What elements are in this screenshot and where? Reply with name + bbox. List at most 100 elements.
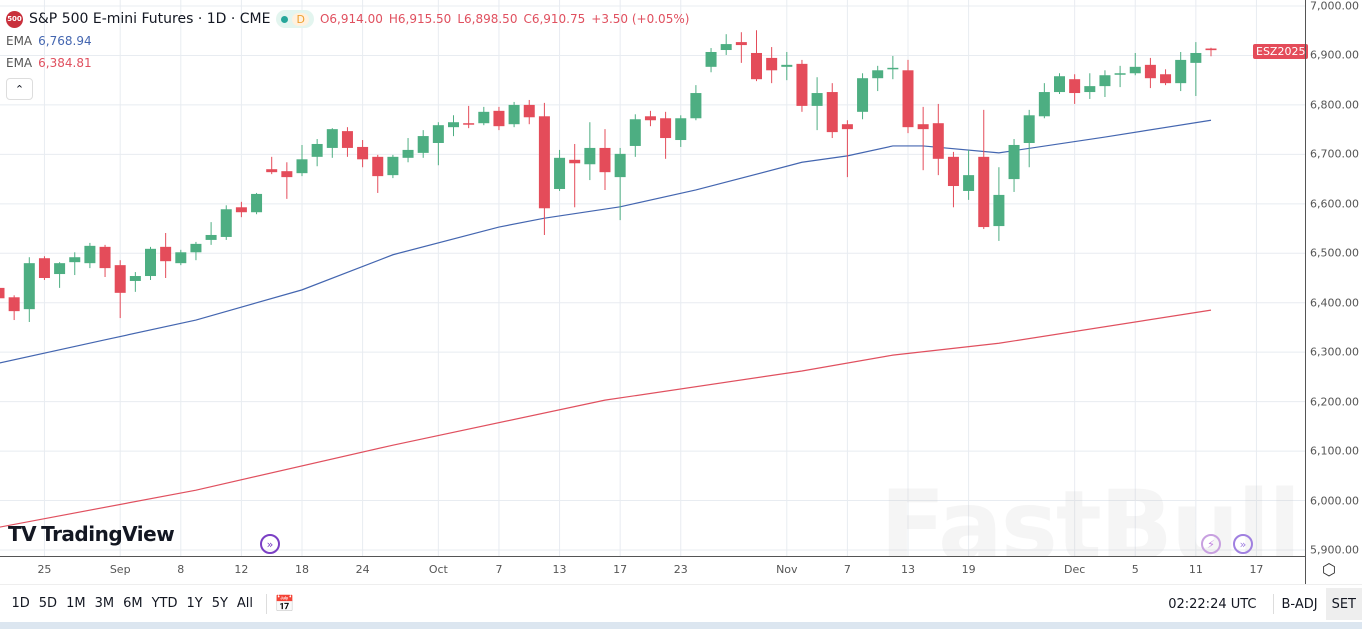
candle-down	[1205, 48, 1217, 51]
price-chart[interactable]: FastBull 500 S&P 500 E-mini Futures · 1D…	[0, 0, 1305, 556]
candle-up	[1099, 75, 1111, 87]
high-value: H6,915.50	[388, 12, 452, 26]
time-tick-label: 11	[1188, 563, 1203, 576]
close-value: C6,910.75	[523, 12, 586, 26]
scroll-to-realtime-icon[interactable]: »	[1233, 534, 1253, 554]
candle-up	[857, 78, 869, 112]
candle-up	[1129, 66, 1141, 74]
candle-up	[872, 70, 884, 79]
candle-down	[735, 42, 747, 46]
candle-up	[1114, 73, 1126, 75]
candle-down	[796, 63, 808, 106]
b-adj-toggle[interactable]: B-ADJ	[1281, 596, 1318, 612]
clock-time[interactable]: 02:22:24 UTC	[1168, 596, 1257, 612]
tradingview-logo-icon: 𝗧𝗩	[8, 522, 37, 546]
time-tick-label: Dec	[1063, 563, 1086, 576]
candle-down	[341, 131, 353, 148]
candle-down	[281, 171, 293, 178]
time-tick-label: 19	[961, 563, 976, 576]
time-tick-label: Sep	[109, 563, 131, 576]
price-tick-label: 6,000.00	[1310, 494, 1359, 508]
candle-up	[1008, 144, 1020, 180]
candle-up	[584, 147, 596, 165]
time-tick-label: 12	[234, 563, 249, 576]
candle-up	[190, 243, 202, 253]
candle-down	[523, 104, 535, 118]
time-tick-label: 8	[177, 563, 185, 576]
timeframe-ytd[interactable]: YTD	[151, 596, 178, 611]
taskbar-strip	[0, 622, 1362, 629]
open-value: O6,914.00	[319, 12, 383, 26]
candle-up	[175, 252, 187, 264]
settings-icon[interactable]: ⬡	[1322, 560, 1336, 579]
candle-down	[99, 246, 111, 269]
candle-down	[1144, 64, 1156, 79]
ema-slow-label[interactable]: EMA	[6, 56, 33, 70]
candle-down	[644, 116, 656, 121]
earnings-event-icon[interactable]: ⚡	[1201, 534, 1221, 554]
symbol-title[interactable]: S&P 500 E-mini Futures · 1D · CME	[29, 11, 271, 27]
time-tick-label: 18	[295, 563, 309, 576]
time-tick-label: 25	[37, 563, 52, 576]
candle-up	[296, 159, 308, 174]
candle-up	[69, 257, 81, 263]
candle-up	[614, 153, 626, 178]
candle-down	[947, 156, 959, 187]
price-tick-label: 6,300.00	[1310, 345, 1359, 359]
candle-up	[54, 263, 66, 275]
market-status[interactable]: D	[276, 10, 314, 28]
time-tick-label: 7	[843, 563, 851, 576]
candle-down	[917, 124, 929, 130]
candle-up	[887, 67, 899, 70]
candle-up	[993, 194, 1005, 227]
ema-slow-value: 6,384.81	[38, 56, 92, 70]
divider	[1272, 594, 1274, 614]
price-axis[interactable]: 7,000.00 6,900.00 6,800.00 6,700.00 6,600.00…	[1305, 0, 1362, 584]
tradingview-logo[interactable]: 𝗧𝗩 TradingView	[8, 522, 175, 546]
price-tick-label: 6,800.00	[1310, 98, 1359, 112]
candle-up	[387, 156, 399, 176]
delayed-badge: D	[292, 12, 309, 26]
timeframe-5y[interactable]: 5Y	[211, 596, 228, 611]
time-tick-label: 24	[355, 563, 370, 576]
timeframe-5d[interactable]: 5D	[38, 596, 58, 611]
candle-up	[1084, 86, 1096, 93]
candle-up	[205, 234, 217, 240]
change-value: +3.50 (+0.05%)	[591, 12, 690, 26]
collapse-legend-button[interactable]: ⌃	[6, 78, 33, 100]
candle-up	[690, 93, 702, 119]
candle-down	[978, 156, 990, 228]
ema-fast-line	[0, 119, 1212, 364]
timeframe-1d[interactable]: 1D	[11, 596, 30, 611]
last-price-tag: ESZ2025	[1253, 44, 1309, 59]
candle-down	[266, 169, 278, 173]
date-range-icon[interactable]: 📅	[274, 594, 295, 613]
divider	[265, 593, 267, 614]
candle-up	[811, 93, 823, 106]
candle-down	[660, 118, 672, 139]
time-tick-label: Nov	[776, 563, 798, 576]
ema-fast-label[interactable]: EMA	[6, 34, 33, 48]
timeframe-6m[interactable]: 6M	[123, 596, 143, 611]
candle-down	[751, 52, 762, 80]
timeframe-all[interactable]: All	[236, 596, 254, 611]
price-tick-label: 6,100.00	[1310, 444, 1359, 458]
time-tick-label: 23	[673, 563, 688, 576]
candle-up	[1175, 59, 1187, 84]
market-open-icon	[281, 15, 289, 23]
candle-down	[569, 159, 581, 164]
candle-down	[372, 156, 384, 177]
timeframe-1y[interactable]: 1Y	[186, 596, 203, 611]
fastbull-watermark: FastBull	[880, 470, 1301, 556]
jump-to-event-icon[interactable]: »	[260, 534, 280, 554]
candle-down	[8, 297, 20, 312]
candle-down	[114, 265, 126, 293]
timeframe-3m[interactable]: 3M	[94, 596, 115, 611]
time-tick-label: 17	[613, 563, 628, 576]
price-tick-label: 6,200.00	[1310, 395, 1359, 409]
candle-up	[129, 276, 141, 281]
time-axis[interactable]: 25 Sep 8 12 18 24 Oct 7 13 17 23 Nov 7 13 19 Dec 5 11 17	[0, 556, 1305, 584]
timeframe-1m[interactable]: 1M	[66, 596, 86, 611]
set-toggle[interactable]: SET	[1325, 588, 1362, 620]
chart-canvas[interactable]	[0, 0, 1305, 556]
